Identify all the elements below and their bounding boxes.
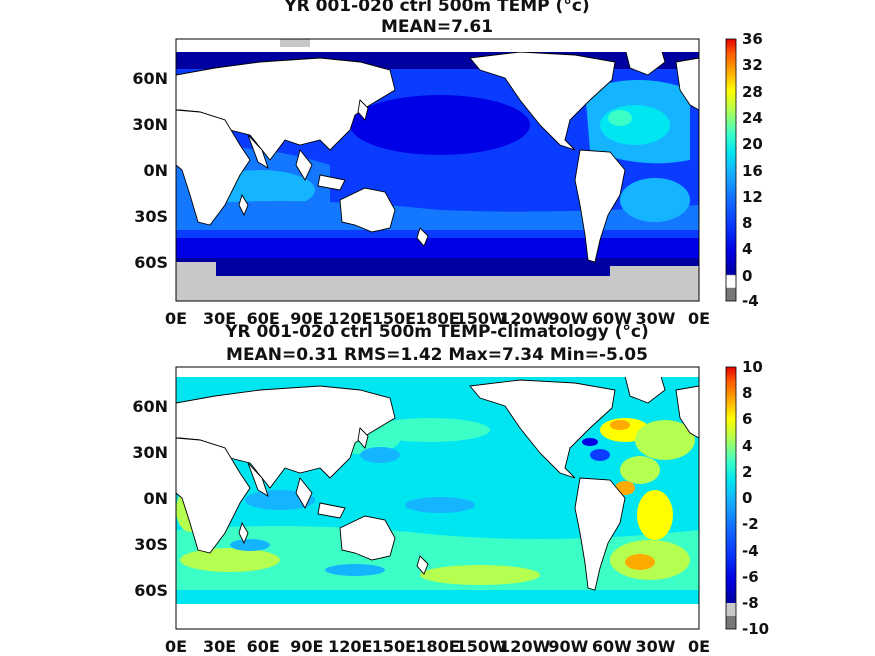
colorbar-tick-label: -4	[742, 292, 759, 310]
colorbar-tick-label: 32	[742, 56, 763, 74]
colorbar-tick-label: -4	[742, 542, 759, 560]
y-tick-label: 60S	[134, 581, 168, 600]
x-tick-label: 90E	[290, 309, 323, 328]
colorbar-tick-label: 0	[742, 267, 752, 285]
panel-temp: YR 001-020 ctrl 500m TEMP (°c) MEAN=7.61	[132, 0, 763, 328]
panel-temp-y-ticks: 60N 30N 0N 30S 60S	[132, 69, 168, 272]
colorbar-tick-label: 4	[742, 437, 752, 455]
x-tick-label: 0E	[688, 637, 710, 656]
colorbar-tick-label: 0	[742, 489, 752, 507]
map-temp-frame	[175, 38, 700, 302]
x-tick-label: 180E	[415, 637, 459, 656]
x-tick-label: 0E	[165, 637, 187, 656]
map-anomaly	[176, 367, 699, 629]
x-tick-label: 60W	[592, 637, 632, 656]
panel-anomaly-title: YR 001-020 ctrl 500m TEMP-climatology (°…	[224, 322, 649, 342]
x-tick-label: 180E	[415, 309, 459, 328]
panel-anomaly-x-ticks: 0E 30E 60E 90E 120E 150E 180E 150W 120W …	[165, 637, 710, 656]
colorbar-tick-label: 16	[742, 162, 763, 180]
map-temp	[176, 39, 699, 301]
colorbar-tick-label: 12	[742, 188, 763, 206]
colorbar-tick-label: 6	[742, 410, 752, 428]
x-tick-label: 90E	[290, 637, 323, 656]
colorbar-anomaly	[725, 366, 737, 630]
land-temp	[176, 44, 699, 263]
colorbar-tick-label: -2	[742, 515, 759, 533]
y-tick-label: 30S	[134, 207, 168, 226]
x-tick-label: 90W	[548, 309, 588, 328]
y-tick-label: 60S	[134, 253, 168, 272]
map-anomaly-frame	[175, 366, 700, 630]
panel-temp-title: YR 001-020 ctrl 500m TEMP (°c)	[283, 0, 589, 16]
y-tick-label: 30N	[132, 115, 168, 134]
colorbar-tick-label: 8	[742, 214, 752, 232]
x-tick-label: 150W	[456, 309, 507, 328]
colorbar-tick-label: 36	[742, 30, 763, 48]
panel-anomaly-subtitle: MEAN=0.31 RMS=1.42 Max=7.34 Min=-5.05	[226, 345, 648, 365]
x-tick-label: 150E	[372, 637, 416, 656]
y-tick-label: 0N	[143, 489, 168, 508]
colorbar-tick-label: 8	[742, 384, 752, 402]
colorbar-anomaly-ticks: 10 8 6 4 2 0 -2 -4 -6 -8 -10	[742, 358, 769, 638]
colorbar-tick-label: 24	[742, 109, 763, 127]
x-tick-label: 30E	[203, 309, 236, 328]
colorbar-tick-label: -8	[742, 594, 759, 612]
y-tick-label: 0N	[143, 161, 168, 180]
colorbar-tick-label: 2	[742, 463, 752, 481]
panel-anomaly-y-ticks: 60N 30N 0N 30S 60S	[132, 397, 168, 600]
y-tick-label: 30N	[132, 443, 168, 462]
colorbar-tick-label: -10	[742, 620, 769, 638]
colorbar-tick-label: -6	[742, 568, 759, 586]
colorbar-tick-label: 10	[742, 358, 763, 376]
y-tick-label: 30S	[134, 535, 168, 554]
colorbar-tick-label: 20	[742, 135, 763, 153]
x-tick-label: 60W	[592, 309, 632, 328]
colorbar-tick-label: 28	[742, 83, 763, 101]
colorbar-tick-label: 4	[742, 240, 752, 258]
y-tick-label: 60N	[132, 397, 168, 416]
x-tick-label: 30E	[203, 637, 236, 656]
panel-temp-x-ticks: 0E 30E 60E 90E 120E 150E 180E 150W 120W …	[165, 309, 710, 328]
panel-anomaly: YR 001-020 ctrl 500m TEMP-climatology (°…	[132, 322, 769, 656]
x-tick-label: 60E	[247, 637, 280, 656]
y-tick-label: 60N	[132, 69, 168, 88]
land-anomaly	[176, 372, 699, 591]
x-tick-label: 150E	[372, 309, 416, 328]
x-tick-label: 30W	[635, 309, 675, 328]
x-tick-label: 120E	[328, 637, 372, 656]
x-tick-label: 120W	[499, 309, 550, 328]
x-tick-label: 60E	[247, 309, 280, 328]
x-tick-label: 90W	[548, 637, 588, 656]
panel-temp-subtitle: MEAN=7.61	[381, 17, 493, 37]
colorbar-temp-ticks: 36 32 28 24 20 16 12 8 4 0 -4	[742, 30, 763, 310]
x-tick-label: 0E	[688, 309, 710, 328]
x-tick-label: 150W	[456, 637, 507, 656]
colorbar-temp	[725, 38, 737, 302]
x-tick-label: 120W	[499, 637, 550, 656]
x-tick-label: 30W	[635, 637, 675, 656]
x-tick-label: 0E	[165, 309, 187, 328]
x-tick-label: 120E	[328, 309, 372, 328]
